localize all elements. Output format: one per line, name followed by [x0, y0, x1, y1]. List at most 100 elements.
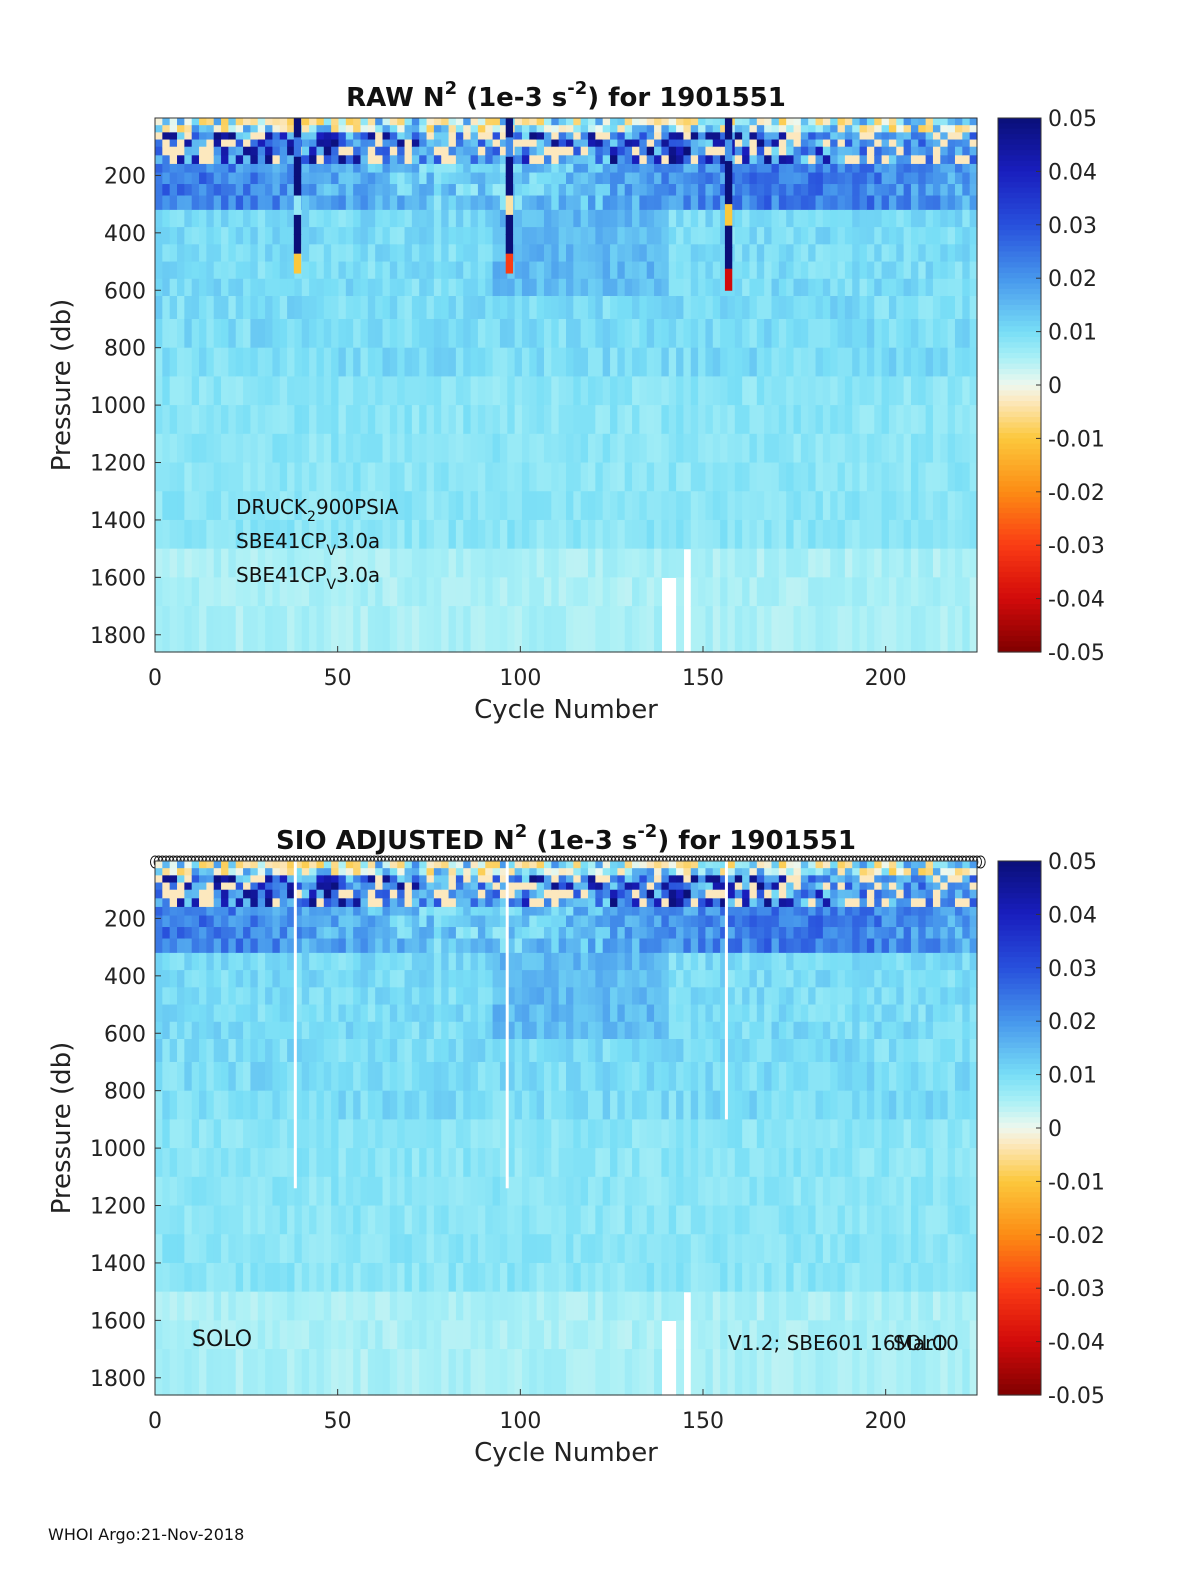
heatmap-cell	[367, 118, 376, 126]
colorbar-swatch	[998, 176, 1041, 183]
heatmap-cell	[382, 1090, 391, 1120]
heatmap-cell	[595, 139, 604, 148]
heatmap-cell	[793, 577, 802, 607]
heatmap-cell	[155, 927, 163, 940]
heatmap-cell	[316, 889, 325, 899]
heatmap-cell	[323, 1176, 332, 1207]
heatmap-cell	[617, 433, 626, 464]
heatmap-cell	[162, 577, 171, 607]
heatmap-cell	[866, 118, 875, 126]
heatmap-cell	[419, 261, 428, 280]
heatmap-cell	[411, 1262, 420, 1293]
heatmap-cell	[228, 146, 237, 156]
colorbar-swatch	[998, 518, 1041, 525]
colorbar-swatch	[998, 603, 1041, 610]
heatmap-cell	[566, 606, 574, 653]
heatmap-cell	[632, 118, 640, 126]
heatmap-cell	[316, 155, 325, 165]
heatmap-cell	[448, 1320, 457, 1350]
heatmap-cell	[206, 376, 215, 406]
heatmap-cell	[169, 1021, 178, 1040]
heatmap-cell	[367, 376, 376, 406]
heatmap-cell	[918, 405, 927, 435]
colorbar-swatch	[998, 609, 1041, 616]
heatmap-cell	[536, 889, 545, 899]
heatmap-cell	[815, 462, 824, 492]
heatmap-cell	[734, 548, 743, 578]
heatmap-cell	[323, 462, 332, 492]
heatmap-cell	[646, 209, 655, 228]
heatmap-cell	[243, 462, 252, 492]
heatmap-cell	[199, 915, 207, 928]
heatmap-cell	[389, 163, 398, 174]
adjusted-n2-title: SIO ADJUSTED N2 (1e-3 s-2) for 1901551	[276, 821, 856, 856]
heatmap-cell	[228, 195, 237, 211]
heatmap-cell	[382, 606, 391, 653]
heatmap-cell	[529, 952, 538, 971]
heatmap-cell	[411, 915, 420, 928]
heatmap-cell	[874, 125, 883, 133]
heatmap-cell	[455, 1262, 464, 1293]
heatmap-cell	[169, 296, 178, 320]
heatmap-cell	[793, 318, 802, 349]
heatmap-cell	[404, 927, 413, 940]
heatmap-cell	[815, 376, 824, 406]
y-tick-label: 600	[104, 279, 146, 304]
heatmap-cell	[309, 146, 318, 156]
heatmap-cell	[301, 347, 310, 377]
heatmap-cell	[228, 261, 237, 280]
heatmap-cell	[477, 118, 486, 126]
heatmap-cell	[477, 1205, 486, 1235]
heatmap-cell	[155, 577, 163, 607]
heatmap-cell	[896, 195, 905, 211]
heatmap-cell	[367, 519, 376, 550]
heatmap-cell	[155, 889, 163, 899]
heatmap-cell	[881, 318, 890, 349]
heatmap-cell	[419, 347, 428, 377]
heatmap-cell	[287, 861, 296, 869]
heatmap-cell	[551, 882, 560, 891]
heatmap-cell	[184, 938, 193, 954]
heatmap-cell	[499, 244, 508, 263]
heatmap-cell	[235, 987, 244, 1006]
heatmap-cell	[727, 433, 736, 464]
heatmap-cell	[155, 227, 163, 245]
heatmap-cell	[918, 278, 927, 297]
heatmap-cell	[705, 296, 714, 320]
heatmap-cell	[177, 172, 185, 185]
heatmap-cell	[470, 548, 479, 578]
heatmap-cell	[903, 139, 912, 148]
heatmap-cell	[382, 296, 391, 320]
heatmap-cell	[954, 548, 963, 578]
heatmap-cell	[477, 146, 486, 156]
heatmap-cell	[191, 1234, 200, 1264]
heatmap-cell	[749, 132, 758, 141]
heatmap-cell	[301, 861, 310, 869]
heatmap-cell	[162, 1176, 171, 1207]
heatmap-cell	[360, 938, 369, 954]
heatmap-cell	[397, 278, 406, 297]
heatmap-cell	[602, 347, 611, 377]
heatmap-cell	[228, 906, 237, 917]
heatmap-cell	[573, 184, 582, 197]
heatmap-cell	[485, 1320, 494, 1350]
heatmap-cell	[573, 491, 582, 521]
heatmap-cell	[287, 462, 296, 492]
heatmap-cell	[954, 606, 963, 653]
heatmap-cell	[162, 1320, 171, 1350]
heatmap-cell	[632, 132, 640, 141]
heatmap-cell	[316, 462, 325, 492]
heatmap-cell	[199, 163, 207, 174]
heatmap-cell	[661, 146, 670, 156]
heatmap-cell	[595, 606, 604, 653]
heatmap-cell	[331, 1262, 340, 1293]
heatmap-cell	[573, 125, 582, 133]
heatmap-cell	[243, 1262, 252, 1293]
heatmap-cell	[566, 195, 574, 211]
heatmap-cell	[235, 1061, 244, 1092]
heatmap-cell	[507, 970, 516, 988]
heatmap-cell	[866, 405, 875, 435]
heatmap-cell	[676, 132, 685, 141]
heatmap-cell	[793, 184, 802, 197]
heatmap-cell	[169, 938, 178, 954]
